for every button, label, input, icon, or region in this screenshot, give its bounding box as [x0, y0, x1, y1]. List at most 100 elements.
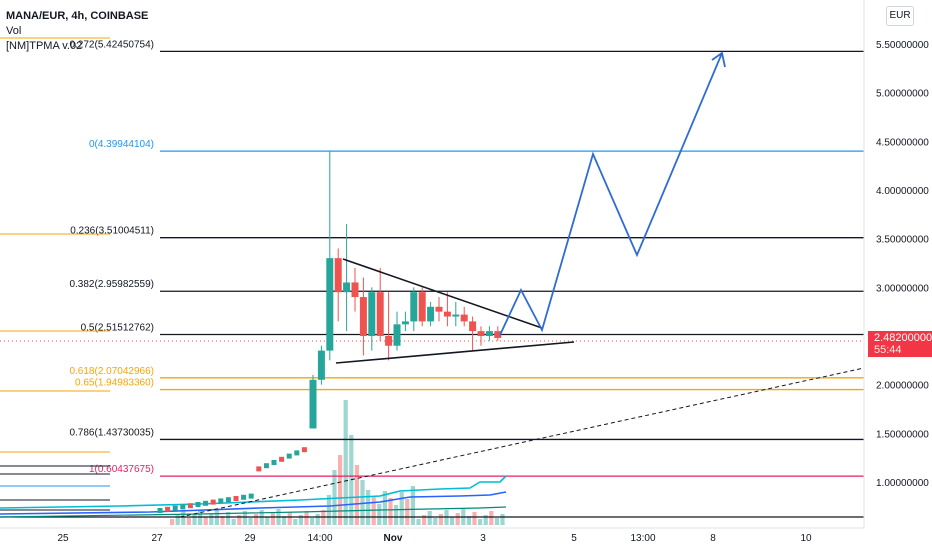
projection-path [499, 52, 723, 336]
volume-bar [226, 512, 231, 525]
price-axis-tick-label: 1.50000000 [876, 429, 929, 440]
candle-body [343, 282, 351, 293]
volume-bar [354, 465, 359, 525]
volume-bar [231, 519, 236, 525]
candle-body [334, 258, 342, 293]
volume-bar [466, 516, 471, 525]
time-axis-tick-label: 27 [151, 533, 163, 544]
volume-bar [472, 512, 477, 525]
volume-bar [494, 518, 499, 525]
candle-body [241, 494, 247, 500]
tpma-indicator-label[interactable]: [NM]TPMA v.02 [6, 40, 83, 52]
volume-bar [293, 519, 298, 525]
candle-body [279, 456, 285, 462]
volume-bar [338, 455, 343, 525]
candle-body [485, 331, 493, 336]
volume-bar [438, 514, 443, 525]
volume-bar [287, 512, 292, 525]
price-axis-tick-label: 5.00000000 [876, 89, 929, 100]
fib-level-label: 0.272(5.42450754) [69, 39, 154, 50]
candle-body [203, 500, 209, 506]
volume-bar [181, 511, 186, 525]
time-axis-tick-label: 14:00 [307, 533, 332, 544]
candle-body [256, 466, 262, 472]
volume-bar [248, 518, 253, 525]
candle-body [469, 321, 477, 332]
fib-level-label: 0.382(2.95982559) [69, 279, 154, 290]
candle-body [301, 447, 307, 453]
volume-bar [366, 490, 371, 525]
volume-bar [416, 519, 421, 525]
volume-bar [209, 513, 214, 525]
candle-body [401, 321, 409, 325]
candle-body [359, 297, 367, 336]
fib-level-label: 1(0.60437675) [89, 464, 154, 475]
volume-bar [399, 492, 404, 525]
volume-bar [388, 498, 393, 525]
candle-body [410, 292, 418, 322]
candle-body [477, 331, 485, 336]
candle-body [218, 498, 224, 504]
volume-bar [360, 480, 365, 525]
volume-indicator-label[interactable]: Vol [6, 25, 22, 37]
ma-line-teal [0, 506, 507, 518]
ma-line-cyan [0, 475, 507, 509]
volume-bar [450, 517, 455, 525]
volume-bar [483, 515, 488, 525]
volume-bar [186, 518, 191, 525]
candle-body [317, 350, 325, 380]
volume-bar [427, 511, 432, 525]
price-axis-tick-label: 5.50000000 [876, 40, 929, 51]
candle-body [271, 460, 277, 465]
volume-bar [422, 515, 427, 525]
candle-body [187, 503, 193, 509]
volume-bar [242, 511, 247, 525]
volume-bar [410, 486, 415, 525]
price-axis-tick-label: 4.00000000 [876, 186, 929, 197]
candle-body [248, 493, 254, 499]
candle-body [351, 282, 359, 298]
volume-bar [220, 516, 225, 525]
volume-bar [310, 518, 315, 525]
volume-bar [237, 515, 242, 525]
projection-arrowhead [711, 51, 726, 68]
symbol-title[interactable]: MANA/EUR, 4h, COINBASE [6, 10, 149, 22]
fib-level-label: 0.618(2.07042966) [69, 366, 154, 377]
bar-countdown: 55:44 [874, 344, 902, 356]
volume-bar [455, 513, 460, 525]
candle-body [294, 450, 300, 456]
candle-body [157, 508, 163, 513]
volume-bar [382, 491, 387, 525]
price-axis-tick-label: 4.50000000 [876, 137, 929, 148]
candle-body [225, 497, 231, 503]
volume-bar [203, 517, 208, 525]
volume-bar [170, 519, 175, 525]
currency-button[interactable]: EUR [886, 6, 914, 26]
volume-bar [343, 400, 348, 525]
candle-body [427, 306, 435, 322]
candle-body [263, 463, 269, 469]
fib-level-label: 0.786(1.43730035) [69, 427, 154, 438]
fib-level-label: 0(4.39944104) [89, 139, 154, 150]
volume-bar [192, 514, 197, 525]
volume-bar [298, 515, 303, 525]
candle-body [210, 499, 216, 505]
volume-bar [265, 517, 270, 525]
candle-body [309, 379, 317, 429]
candle-body [452, 314, 460, 317]
time-axis-tick-label: 8 [710, 533, 716, 544]
candle-body [326, 258, 334, 351]
volume-bar [394, 505, 399, 525]
time-axis-tick-label: 10 [800, 533, 812, 544]
candle-body [233, 496, 239, 501]
candle-body [368, 292, 376, 336]
volume-bar [304, 511, 309, 525]
last-price-tag: 2.48200000 55:44 [868, 331, 932, 357]
candle-body [195, 502, 201, 507]
time-axis-tick-label: Nov [384, 533, 403, 544]
volume-bar [377, 504, 382, 525]
candle-body [376, 292, 384, 336]
candle-body [165, 506, 171, 512]
time-axis-tick-label: 5 [571, 533, 577, 544]
